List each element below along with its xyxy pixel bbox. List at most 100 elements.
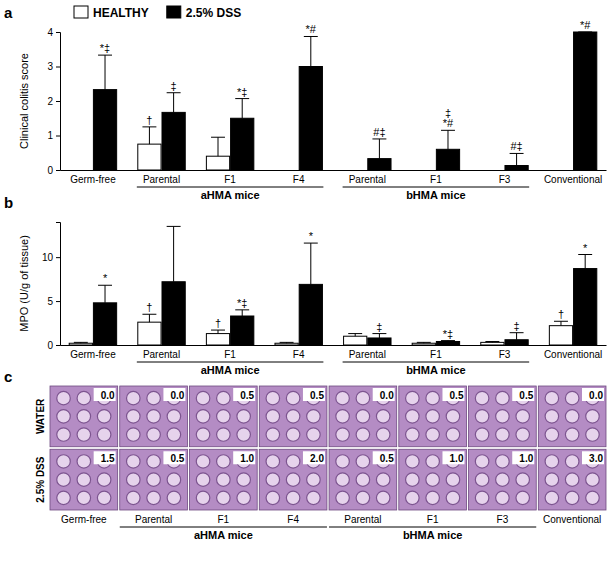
tile-texture bbox=[336, 391, 350, 404]
tile-texture bbox=[356, 410, 370, 423]
error-cap bbox=[280, 342, 294, 343]
annotation: † bbox=[146, 301, 152, 313]
category-label: F1 bbox=[224, 174, 236, 185]
tile-texture bbox=[97, 473, 111, 486]
bar bbox=[206, 334, 229, 345]
error-cap bbox=[211, 330, 225, 331]
tile-texture bbox=[57, 455, 71, 468]
tile-texture bbox=[336, 410, 350, 423]
score-label: 0.0 bbox=[380, 390, 394, 401]
tile-texture bbox=[127, 428, 141, 441]
tile-texture bbox=[545, 410, 559, 423]
bar bbox=[344, 170, 367, 171]
error-stem bbox=[149, 314, 150, 322]
annotation: * bbox=[103, 272, 108, 284]
error-cap bbox=[554, 321, 568, 322]
tile-texture bbox=[97, 491, 111, 504]
tile-texture bbox=[286, 391, 300, 404]
error-stem bbox=[218, 330, 219, 334]
score-box bbox=[163, 451, 185, 464]
bar bbox=[436, 341, 459, 345]
y-tick-mark bbox=[56, 345, 60, 346]
annotation: #‡ bbox=[373, 126, 385, 138]
bar bbox=[299, 67, 322, 171]
bar bbox=[436, 149, 459, 170]
tile-texture bbox=[356, 391, 370, 404]
error-bar bbox=[235, 99, 249, 119]
annotation: *# bbox=[580, 19, 591, 31]
bar bbox=[481, 170, 504, 171]
tile-texture bbox=[217, 491, 231, 504]
y-tick: 5 bbox=[47, 296, 60, 307]
score-box bbox=[582, 451, 604, 464]
score-box bbox=[582, 388, 604, 401]
tile-texture bbox=[516, 428, 530, 441]
panel-label: c bbox=[4, 368, 12, 385]
tile-texture bbox=[475, 428, 489, 441]
error-bar bbox=[554, 321, 568, 325]
tile-texture bbox=[406, 473, 420, 486]
tile-texture bbox=[475, 455, 489, 468]
error-stem bbox=[516, 333, 517, 340]
y-tick: 10 bbox=[42, 252, 60, 263]
tile-texture bbox=[496, 410, 510, 423]
error-stem bbox=[105, 55, 106, 89]
bar bbox=[93, 303, 116, 345]
tile-texture bbox=[446, 491, 460, 504]
score-box bbox=[512, 451, 534, 464]
bar bbox=[549, 170, 572, 171]
annotations: †††**‡*‡*‡‡* bbox=[103, 230, 588, 340]
error-stem bbox=[105, 285, 106, 303]
tile-texture bbox=[356, 455, 370, 468]
bar bbox=[275, 343, 298, 345]
score-box bbox=[94, 388, 116, 401]
y-tick: 1 bbox=[47, 130, 60, 141]
y-axis-line bbox=[56, 223, 61, 346]
error-stem bbox=[516, 153, 517, 165]
error-stem bbox=[149, 127, 150, 144]
tile-texture bbox=[57, 391, 71, 404]
tile bbox=[50, 386, 118, 447]
tile-texture bbox=[565, 410, 579, 423]
y-tick-label: 4 bbox=[47, 27, 53, 38]
error-bar bbox=[167, 93, 181, 113]
tile-texture bbox=[77, 428, 91, 441]
tile-texture bbox=[286, 455, 300, 468]
tile-texture bbox=[446, 473, 460, 486]
annotation: ‡*# bbox=[443, 107, 454, 129]
error-bar bbox=[441, 340, 455, 342]
error-bar bbox=[510, 333, 524, 340]
row-label: 2.5% DSS bbox=[35, 456, 46, 502]
category-label: F1 bbox=[218, 514, 230, 525]
tile-texture bbox=[565, 428, 579, 441]
category-label: F1 bbox=[224, 349, 236, 360]
tile-texture bbox=[475, 473, 489, 486]
error-bar bbox=[372, 334, 386, 338]
bar bbox=[162, 282, 185, 345]
error-bar bbox=[98, 55, 112, 89]
error-bar bbox=[417, 342, 431, 344]
annotation: ‡ bbox=[171, 80, 177, 92]
score-box bbox=[442, 451, 464, 464]
tile-texture bbox=[196, 391, 210, 404]
y-tick-mark bbox=[56, 136, 60, 137]
bar bbox=[231, 118, 254, 170]
tile-texture bbox=[286, 428, 300, 441]
score-label: 2.0 bbox=[310, 453, 324, 464]
tile-texture bbox=[356, 428, 370, 441]
legend: HEALTHY2.5% DSS bbox=[74, 6, 241, 20]
tile-texture bbox=[147, 410, 161, 423]
error-cap bbox=[441, 130, 455, 131]
tile-texture bbox=[376, 473, 390, 486]
x-axis-line bbox=[61, 170, 607, 171]
error-bar bbox=[578, 255, 592, 269]
error-cap bbox=[167, 226, 181, 227]
error-bar bbox=[510, 153, 524, 165]
tile-texture bbox=[167, 428, 181, 441]
tile-texture bbox=[127, 491, 141, 504]
score-box bbox=[373, 451, 395, 464]
tile-texture bbox=[446, 410, 460, 423]
tile-texture bbox=[77, 391, 91, 404]
y-tick: 2 bbox=[47, 96, 60, 107]
tile-texture bbox=[217, 410, 231, 423]
